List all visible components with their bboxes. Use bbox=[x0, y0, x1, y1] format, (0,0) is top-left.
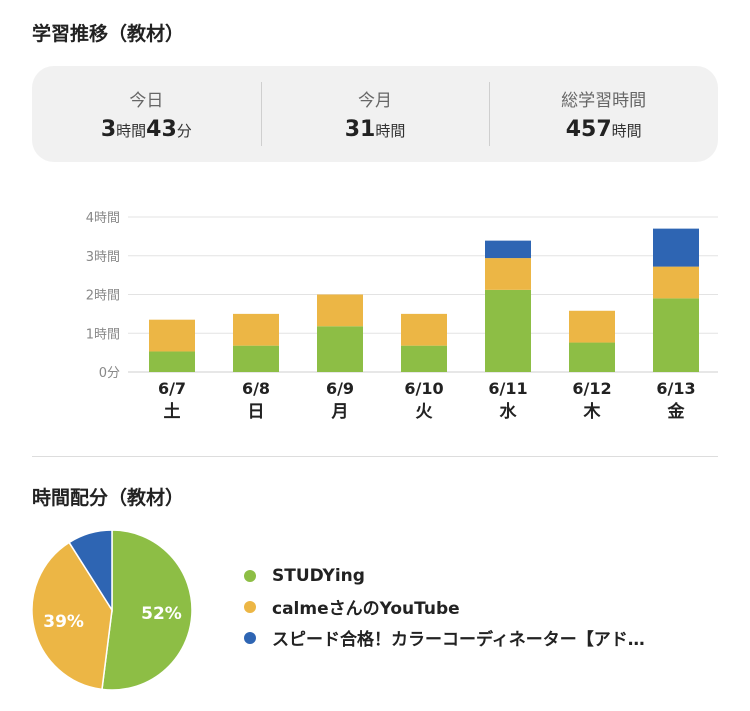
stat-today-minutes: 43 bbox=[146, 117, 177, 142]
summary-panel: 今日 3時間43分 今月 31時間 総学習時間 457時間 bbox=[32, 66, 718, 162]
bar-segment bbox=[233, 313, 279, 346]
stat-today-hours-unit: 時間 bbox=[116, 122, 147, 140]
pie-slice bbox=[101, 529, 193, 691]
pie-legend: STUDYing calmeさんのYouTube スピード合格！カラーコーディネータ… bbox=[244, 560, 645, 653]
y-tick-label: 0分 bbox=[99, 366, 120, 381]
x-tick-label: 6/13 bbox=[656, 379, 695, 398]
y-tick-label: 2時間 bbox=[86, 289, 120, 304]
legend-item: STUDYing bbox=[244, 560, 645, 591]
bar-segment bbox=[233, 345, 279, 372]
stat-month-value: 31時間 bbox=[261, 117, 490, 142]
legend-item: calmeさんのYouTube bbox=[244, 591, 645, 622]
allocation-title: 時間配分（教材） bbox=[32, 487, 185, 509]
weekday-label: 土 bbox=[164, 401, 181, 422]
legend-color-dot bbox=[244, 600, 256, 613]
pie-slice bbox=[68, 529, 113, 613]
x-tick-label: 6/10 bbox=[404, 379, 443, 398]
stat-total-value: 457時間 bbox=[489, 117, 718, 142]
bar-segment bbox=[653, 298, 699, 372]
legend-color-dot bbox=[244, 569, 256, 582]
bar-segment bbox=[149, 351, 195, 372]
y-tick-label: 1時間 bbox=[86, 327, 120, 342]
section-divider bbox=[32, 456, 718, 457]
stacked-bar-chart: 0分 1時間 2時間 3時間 4時間 6/7 土 6/8 日 6/9 月 6/10 火 6/11 水 6/12… bbox=[86, 211, 718, 422]
bar-segment bbox=[485, 240, 531, 259]
bar-segment bbox=[569, 310, 615, 343]
x-tick-label: 6/8 bbox=[242, 379, 270, 398]
stat-total-unit: 時間 bbox=[611, 122, 642, 140]
bar-segment bbox=[653, 228, 699, 267]
stat-total-label: 総学習時間 bbox=[561, 91, 647, 111]
legend-color-dot bbox=[244, 631, 256, 644]
pie-slice-label: 52% bbox=[141, 604, 182, 624]
weekday-label: 木 bbox=[583, 401, 602, 422]
allocation-pie-chart: 52% 39% bbox=[31, 529, 193, 691]
bar-segment bbox=[401, 345, 447, 372]
y-tick-label: 4時間 bbox=[86, 211, 120, 226]
stat-month-hours: 31 bbox=[344, 117, 376, 142]
stat-month-label: 今月 bbox=[358, 91, 392, 111]
weekday-label: 火 bbox=[416, 402, 434, 422]
x-tick-label: 6/11 bbox=[488, 379, 527, 398]
bar-segment bbox=[401, 313, 447, 346]
x-tick-label: 6/9 bbox=[326, 379, 354, 398]
bar-segment bbox=[149, 319, 195, 352]
stat-today: 今日 3時間43分 bbox=[32, 82, 261, 146]
weekday-label: 水 bbox=[500, 401, 518, 422]
bar-segment bbox=[317, 294, 363, 327]
bar-segment bbox=[569, 342, 615, 372]
stat-total-hours: 457 bbox=[565, 117, 612, 142]
study-trend-title: 学習推移（教材） bbox=[32, 23, 185, 45]
bar-segment bbox=[317, 326, 363, 372]
bar-segment bbox=[653, 266, 699, 299]
x-tick-label: 6/7 bbox=[158, 379, 186, 398]
stat-today-label: 今日 bbox=[129, 91, 164, 111]
stat-today-minutes-unit: 分 bbox=[176, 122, 192, 140]
legend-item: スピード合格！カラーコーディネーター【アド… bbox=[244, 622, 645, 653]
stat-month: 今月 31時間 bbox=[260, 82, 490, 146]
stat-month-unit: 時間 bbox=[375, 122, 406, 140]
legend-label: calmeさんのYouTube bbox=[272, 599, 460, 619]
x-tick-label: 6/12 bbox=[572, 379, 611, 398]
stat-today-value: 3時間43分 bbox=[32, 117, 261, 142]
bar-segment bbox=[485, 289, 531, 372]
weekday-label: 金 bbox=[667, 401, 686, 422]
stat-total: 総学習時間 457時間 bbox=[489, 82, 718, 146]
weekday-label: 日 bbox=[248, 402, 265, 422]
pie-slice-label: 39% bbox=[43, 612, 84, 632]
y-tick-label: 3時間 bbox=[86, 250, 120, 265]
stat-today-hours: 3 bbox=[100, 117, 117, 142]
bar-segment bbox=[485, 258, 531, 290]
legend-label: STUDYing bbox=[272, 565, 365, 586]
legend-label: スピード合格！カラーコーディネーター【アド… bbox=[272, 630, 645, 650]
weekday-label: 月 bbox=[331, 402, 349, 422]
